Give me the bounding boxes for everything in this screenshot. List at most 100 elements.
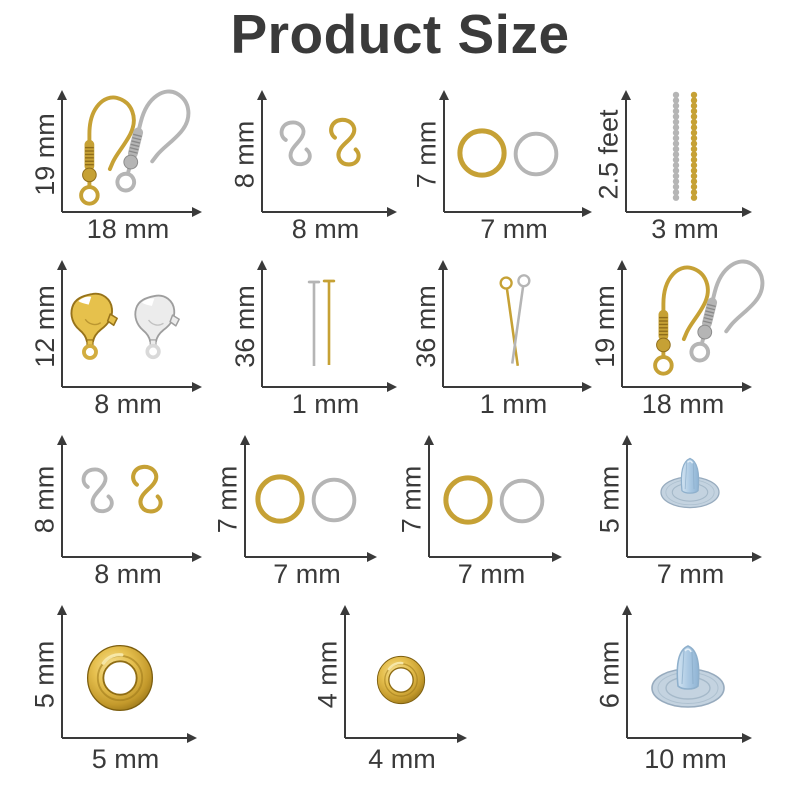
size-cell-lobster-clasps: 12 mm 8 mm bbox=[10, 255, 210, 420]
s-hook-clasps-image bbox=[80, 459, 172, 532]
vertical-dimension: 7 mm bbox=[212, 442, 244, 556]
up-arrow bbox=[61, 615, 64, 738]
right-arrow bbox=[626, 211, 742, 214]
vertical-dimension-label: 7 mm bbox=[212, 465, 243, 533]
lobster-clasps-image bbox=[68, 285, 186, 378]
vertical-dimension-label: 5 mm bbox=[29, 640, 60, 709]
head-pins-image bbox=[307, 272, 337, 381]
vertical-dimension: 2.5 feet bbox=[593, 97, 625, 211]
vertical-dimension: 12 mm bbox=[29, 267, 61, 386]
right-arrow bbox=[262, 211, 387, 214]
size-cell-head-pins: 36 mm 1 mm bbox=[215, 255, 405, 420]
size-cell-earring-back-large: 6 mm 10 mm bbox=[575, 600, 760, 775]
jump-rings-image bbox=[255, 473, 375, 532]
horizontal-dimension-label: 18 mm bbox=[641, 388, 725, 419]
horizontal-dimension-label: 8 mm bbox=[94, 388, 162, 419]
horizontal-dimension-label: 3 mm bbox=[651, 213, 719, 244]
size-cell-closed-ring: 5 mm 5 mm bbox=[10, 600, 205, 775]
horizontal-dimension-label: 7 mm bbox=[457, 558, 526, 589]
horizontal-dimension-label: 8 mm bbox=[291, 213, 360, 244]
right-arrow bbox=[62, 737, 187, 740]
earring-back-image bbox=[646, 638, 730, 715]
eye-pins-image bbox=[494, 270, 536, 377]
vertical-dimension: 8 mm bbox=[229, 97, 261, 211]
size-cell-closed-ring-small: 4 mm 4 mm bbox=[295, 600, 475, 775]
size-cell-chains: 2.5 feet 3 mm bbox=[594, 85, 760, 245]
vertical-dimension-label: 36 mm bbox=[410, 285, 441, 368]
page-title: Product Size bbox=[230, 3, 570, 65]
right-arrow bbox=[62, 386, 192, 389]
s-hook-clasps-image bbox=[278, 112, 370, 185]
vertical-dimension: 5 mm bbox=[29, 612, 61, 737]
up-arrow bbox=[442, 270, 445, 387]
vertical-dimension-label: 7 mm bbox=[411, 120, 442, 188]
right-arrow bbox=[429, 556, 552, 559]
size-cell-jump-rings: 7 mm 7 mm bbox=[397, 430, 570, 590]
right-arrow bbox=[62, 211, 192, 214]
vertical-dimension: 7 mm bbox=[396, 442, 428, 556]
earring-hooks-image bbox=[66, 84, 216, 220]
up-arrow bbox=[625, 100, 628, 212]
jump-rings-image bbox=[457, 127, 577, 186]
size-cell-s-hook-clasps: 8 mm 8 mm bbox=[10, 430, 210, 590]
vertical-dimension-label: 8 mm bbox=[29, 465, 60, 533]
right-arrow bbox=[622, 386, 742, 389]
up-arrow bbox=[626, 615, 629, 738]
vertical-dimension: 8 mm bbox=[29, 442, 61, 556]
right-arrow bbox=[345, 737, 457, 740]
horizontal-dimension-label: 4 mm bbox=[368, 743, 436, 774]
vertical-dimension-label: 19 mm bbox=[29, 112, 60, 196]
vertical-dimension-label: 5 mm bbox=[594, 465, 625, 533]
vertical-dimension-label: 7 mm bbox=[396, 465, 427, 533]
vertical-dimension: 4 mm bbox=[312, 612, 344, 737]
vertical-dimension: 19 mm bbox=[29, 97, 61, 211]
vertical-dimension-label: 36 mm bbox=[229, 285, 260, 368]
gold-closed-ring-image bbox=[83, 641, 157, 720]
vertical-dimension-label: 4 mm bbox=[312, 640, 343, 709]
up-arrow bbox=[61, 445, 64, 557]
horizontal-dimension-label: 1 mm bbox=[479, 388, 548, 419]
right-arrow bbox=[627, 737, 742, 740]
vertical-dimension: 36 mm bbox=[229, 267, 261, 386]
horizontal-dimension-label: 1 mm bbox=[291, 388, 360, 419]
up-arrow bbox=[61, 270, 64, 387]
up-arrow bbox=[443, 100, 446, 212]
vertical-dimension-label: 2.5 feet bbox=[593, 108, 624, 200]
right-arrow bbox=[262, 386, 387, 389]
up-arrow bbox=[61, 100, 64, 212]
horizontal-dimension-label: 5 mm bbox=[91, 743, 160, 774]
horizontal-dimension-label: 18 mm bbox=[86, 213, 170, 244]
up-arrow bbox=[261, 270, 264, 387]
size-cell-jump-rings: 7 mm 7 mm bbox=[410, 85, 600, 245]
gold-closed-ring-image bbox=[374, 653, 428, 712]
up-arrow bbox=[261, 100, 264, 212]
vertical-dimension-label: 8 mm bbox=[229, 120, 260, 188]
vertical-dimension-label: 12 mm bbox=[29, 285, 60, 368]
right-arrow bbox=[62, 556, 192, 559]
horizontal-dimension-label: 10 mm bbox=[644, 743, 727, 774]
up-arrow bbox=[344, 615, 347, 738]
jump-rings-image bbox=[443, 474, 563, 533]
size-cell-earring-hooks: 19 mm 18 mm bbox=[10, 84, 210, 245]
size-cell-earring-back: 5 mm 7 mm bbox=[595, 430, 770, 590]
size-cell-eye-pins: 36 mm 1 mm bbox=[410, 255, 600, 420]
right-arrow bbox=[245, 556, 367, 559]
right-arrow bbox=[443, 386, 582, 389]
vertical-dimension-label: 6 mm bbox=[594, 640, 625, 709]
right-arrow bbox=[627, 556, 752, 559]
size-cell-earring-hooks: 19 mm 18 mm bbox=[590, 254, 768, 420]
horizontal-dimension-label: 7 mm bbox=[273, 558, 341, 589]
right-arrow bbox=[444, 211, 582, 214]
up-arrow bbox=[428, 445, 431, 557]
vertical-dimension: 5 mm bbox=[594, 442, 626, 556]
up-arrow bbox=[244, 445, 247, 557]
horizontal-dimension-label: 7 mm bbox=[480, 213, 548, 244]
up-arrow bbox=[626, 445, 629, 557]
earring-back-image bbox=[656, 452, 724, 515]
vertical-dimension: 7 mm bbox=[411, 97, 443, 211]
chains-image bbox=[670, 91, 706, 210]
size-cell-jump-rings: 7 mm 7 mm bbox=[212, 430, 385, 590]
vertical-dimension: 36 mm bbox=[410, 267, 442, 386]
vertical-dimension: 19 mm bbox=[589, 267, 621, 386]
horizontal-dimension-label: 7 mm bbox=[656, 558, 725, 589]
